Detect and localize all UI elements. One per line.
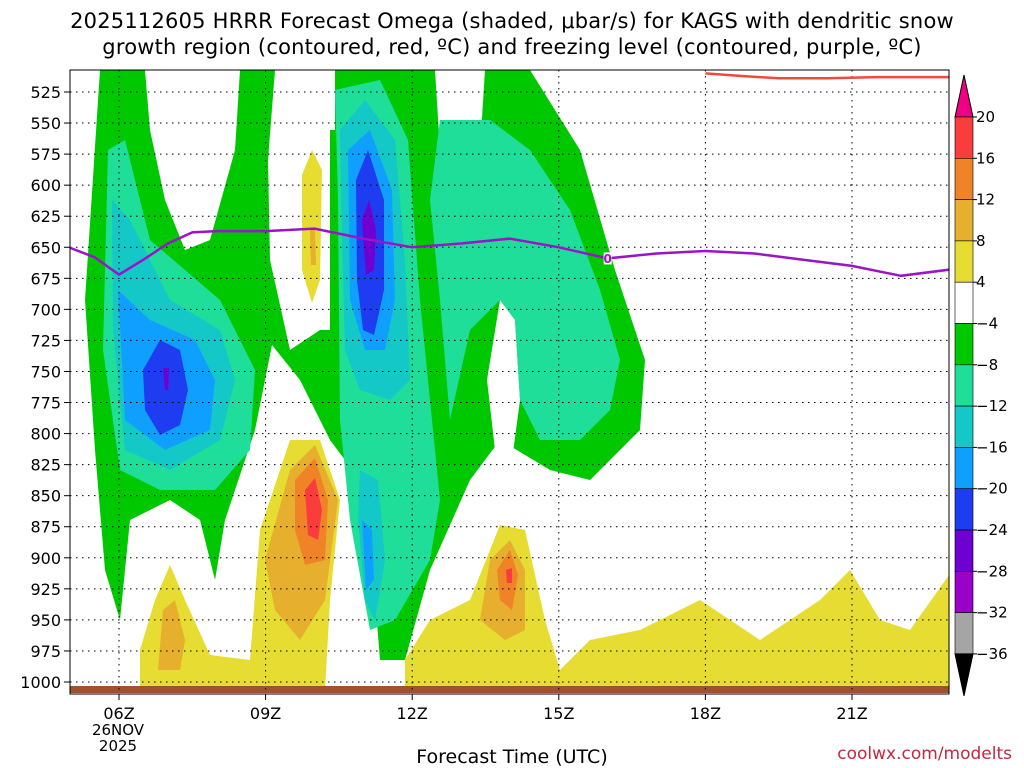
- x-tick-label-18Z: 18Z: [690, 704, 721, 723]
- x-tick-label-09Z: 09Z: [250, 704, 281, 723]
- x-tick-label-06Z: 06Z: [103, 704, 134, 723]
- omega-shading: [85, 70, 949, 690]
- colorbar-swatch-6: [954, 405, 974, 448]
- y-tick-label-550: 550: [30, 114, 61, 133]
- omega-gap-upper-left: [145, 70, 240, 250]
- y-tick-label-750: 750: [30, 362, 61, 381]
- y-tick-label-650: 650: [30, 238, 61, 257]
- x-tick-label-15Z: 15Z: [543, 704, 574, 723]
- colorbar-swatch-5: [954, 447, 974, 489]
- colorbar-label-4: 4: [976, 273, 986, 291]
- x-date-label-year: 2025: [98, 737, 138, 755]
- colorbar-swatch-7: [954, 364, 974, 407]
- colorbar-label-1: 16: [976, 149, 995, 167]
- x-tick-label-21Z: 21Z: [836, 704, 867, 723]
- colorbar-swatch-8: [954, 323, 974, 366]
- y-tick-label-575: 575: [30, 145, 61, 164]
- omega-region-gold-upper: [310, 230, 316, 265]
- y-tick-label-925: 925: [30, 580, 61, 599]
- colorbar-swatch-bottom: [954, 653, 974, 697]
- colorbar-label-5: −4: [976, 315, 998, 333]
- colorbar-label-8: −16: [976, 438, 1008, 456]
- colorbar-swatch-10: [954, 240, 974, 283]
- chart-title: 2025112605 HRRR Forecast Omega (shaded, …: [0, 8, 1024, 60]
- x-axis: 06Z 09Z 12Z 15Z 18Z 21Z: [103, 694, 868, 723]
- colorbar-swatch-1: [954, 612, 974, 655]
- colorbar-label-11: −28: [976, 562, 1008, 580]
- y-tick-label-600: 600: [30, 176, 61, 195]
- y-tick-label-525: 525: [30, 83, 61, 102]
- omega-gap-right: [487, 300, 520, 460]
- y-tick-label-825: 825: [30, 456, 61, 475]
- x-date-label-day: 26NOV: [91, 721, 145, 739]
- y-tick-label-975: 975: [30, 642, 61, 661]
- x-axis-title: Forecast Time (UTC): [416, 746, 608, 768]
- freezing-level-label-bg: [603, 252, 612, 265]
- y-tick-label-725: 725: [30, 331, 61, 350]
- y-tick-label-700: 700: [30, 300, 61, 319]
- y-tick-label-950: 950: [30, 611, 61, 630]
- omega-region-yellow-lower: [140, 440, 949, 690]
- title-line-1: 2025112605 HRRR Forecast Omega (shaded, …: [70, 9, 954, 33]
- colorbar-label-2: 12: [976, 191, 995, 209]
- plot-frame: [69, 69, 950, 695]
- y-tick-label-775: 775: [30, 394, 61, 413]
- dendritic-growth-contour: [705, 72, 949, 80]
- colorbar-label-0: 20: [976, 108, 995, 126]
- omega-region-orange-lower: [295, 458, 518, 610]
- y-axis: 525 550 575 600 625 650 675 700 725 750 775 800 825 8…: [20, 83, 70, 692]
- colorbar-swatch-3: [954, 529, 974, 572]
- ground-surface-strip: [70, 686, 949, 693]
- omega-region-yellow-upper: [302, 150, 322, 303]
- y-tick-label-875: 875: [30, 518, 61, 537]
- colorbar-label-10: −24: [976, 521, 1008, 539]
- horizontal-gridlines: [70, 91, 949, 683]
- y-tick-label-800: 800: [30, 425, 61, 444]
- y-tick-label-850: 850: [30, 487, 61, 506]
- x-tick-label-12Z: 12Z: [397, 704, 428, 723]
- colorbar-swatch-9: [954, 281, 974, 324]
- colorbar: 20 16 12 8 4 −4 −8 −12 −16 −20 −24 −28 −32 −36: [954, 74, 1008, 697]
- y-tick-label-1000: 1000: [20, 673, 61, 692]
- source-credit: coolwx.com/modelts: [837, 744, 1012, 764]
- colorbar-swatch-top: [954, 74, 974, 118]
- colorbar-label-12: −32: [976, 604, 1008, 622]
- colorbar-label-9: −20: [976, 480, 1008, 498]
- colorbar-label-3: 8: [976, 232, 986, 250]
- omega-region-purple-left: [163, 368, 169, 390]
- omega-region-teal-right: [430, 120, 620, 440]
- colorbar-label-6: −8: [976, 356, 998, 374]
- colorbar-label-7: −12: [976, 397, 1008, 415]
- freezing-level-label: 0: [603, 252, 611, 266]
- title-line-2: growth region (contoured, red, ºC) and f…: [102, 35, 922, 59]
- vertical-gridlines: [118, 70, 853, 694]
- colorbar-swatch-4: [954, 488, 974, 531]
- freezing-level-contour: [70, 227, 949, 278]
- freezing-level-label-group: 0: [603, 252, 611, 266]
- colorbar-swatch-12: [954, 158, 974, 200]
- colorbar-swatch-13: [954, 116, 974, 159]
- y-tick-label-900: 900: [30, 549, 61, 568]
- omega-region-purple-center: [362, 200, 376, 275]
- colorbar-label-13: −36: [976, 645, 1008, 663]
- y-tick-label-675: 675: [30, 269, 61, 288]
- y-tick-label-625: 625: [30, 207, 61, 226]
- colorbar-swatch-11: [954, 199, 974, 242]
- colorbar-swatch-2: [954, 570, 974, 613]
